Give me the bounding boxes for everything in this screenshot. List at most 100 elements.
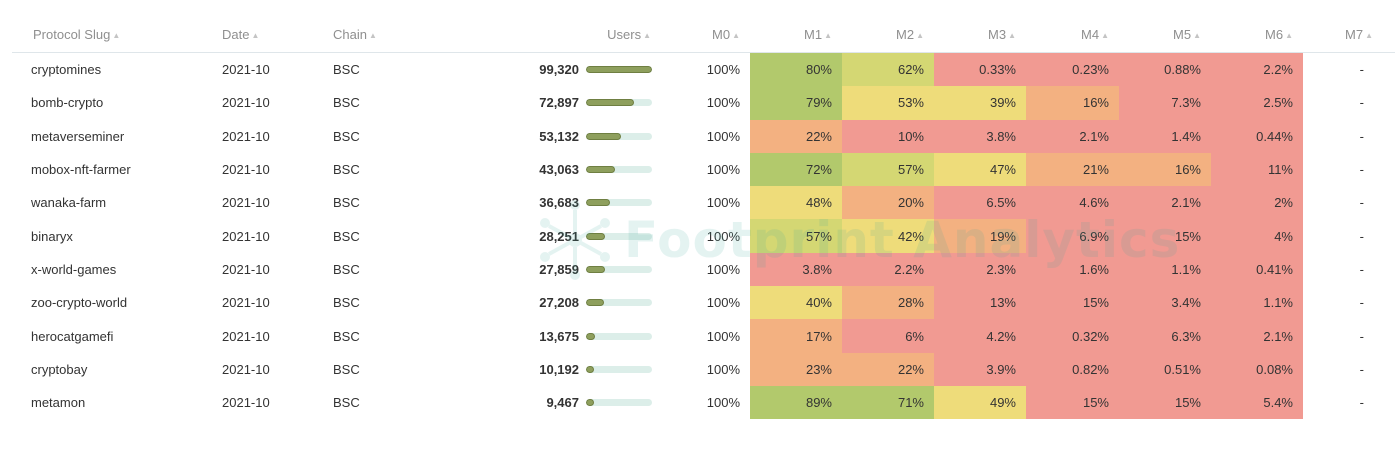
- users-bar: [586, 399, 652, 407]
- cell-m6: 2%: [1211, 186, 1303, 220]
- table-row[interactable]: x-world-games 2021-10 BSC 27,859 100% 3.8% 2.2…: [12, 252, 1395, 287]
- cell-m1: 22%: [750, 119, 842, 153]
- sort-arrow-icon: ▲: [916, 31, 924, 40]
- cell-m2: 22%: [842, 352, 934, 386]
- column-header-m1[interactable]: M1 ▲: [750, 17, 842, 53]
- column-header-m3[interactable]: M3 ▲: [934, 17, 1026, 53]
- cell-m3: 13%: [934, 286, 1026, 320]
- table-row[interactable]: herocatgamefi 2021-10 BSC 13,675 100% 17% 6% 4.…: [12, 319, 1395, 353]
- users-count: 72,897: [539, 95, 579, 111]
- cell-m6: 0.08%: [1211, 352, 1303, 386]
- cell-protocol-slug: wanaka-farm: [31, 195, 107, 211]
- table-row[interactable]: metamon 2021-10 BSC 9,467 100% 89% 71% 49% 15% 15…: [12, 385, 1395, 420]
- sort-arrow-icon: ▲: [732, 31, 740, 40]
- column-header-m0[interactable]: M0 ▲: [661, 17, 750, 53]
- cell-m1: 89%: [750, 385, 842, 420]
- cell-m1: 3.8%: [750, 252, 842, 287]
- table-row[interactable]: binaryx 2021-10 BSC 28,251 100% 57% 42% 19% 6.9%…: [12, 219, 1395, 253]
- cell-m4: 0.32%: [1026, 319, 1119, 353]
- cell-m4: 6.9%: [1026, 219, 1119, 253]
- cell-m7: -: [1359, 261, 1364, 277]
- cell-m6: 0.44%: [1211, 119, 1303, 153]
- users-count: 27,208: [539, 295, 579, 311]
- column-header-chain[interactable]: Chain ▲: [323, 17, 473, 53]
- cell-m1: 57%: [750, 219, 842, 253]
- column-header-label: M5: [1173, 27, 1192, 42]
- cell-m0: 100%: [706, 62, 740, 78]
- column-header-date[interactable]: Date ▲: [212, 17, 323, 53]
- users-count: 99,320: [539, 62, 579, 78]
- column-header-m2[interactable]: M2 ▲: [842, 17, 934, 53]
- cell-protocol-slug: zoo-crypto-world: [31, 295, 128, 311]
- cell-m3: 6.5%: [934, 186, 1026, 220]
- column-header-label: Protocol Slug: [33, 27, 111, 42]
- cell-protocol-slug: metamon: [31, 395, 86, 411]
- users-count: 43,063: [539, 162, 579, 178]
- cell-date: 2021-10: [222, 328, 270, 344]
- users-bar-fill: [586, 66, 652, 74]
- cell-m5: 16%: [1119, 152, 1211, 187]
- cell-m4: 1.6%: [1026, 252, 1119, 287]
- table-row[interactable]: cryptobay 2021-10 BSC 10,192 100% 23% 22% 3.9% 0…: [12, 352, 1395, 386]
- cell-m7: -: [1359, 128, 1364, 144]
- users-bar: [586, 332, 652, 340]
- users-count: 36,683: [539, 195, 579, 211]
- cell-m6: 5.4%: [1211, 385, 1303, 420]
- column-header-users[interactable]: Users ▲: [473, 17, 661, 53]
- users-bar: [586, 265, 652, 273]
- cell-users: 43,063: [473, 153, 661, 186]
- cell-chain: BSC: [333, 261, 360, 277]
- table-row[interactable]: zoo-crypto-world 2021-10 BSC 27,208 100% 40% 2…: [12, 286, 1395, 320]
- cell-m4: 15%: [1026, 385, 1119, 420]
- column-header-m6[interactable]: M6 ▲: [1211, 17, 1303, 53]
- cell-m0: 100%: [706, 128, 740, 144]
- table-row[interactable]: metaverseminer 2021-10 BSC 53,132 100% 22% 10%…: [12, 119, 1395, 153]
- cell-m6: 0.41%: [1211, 252, 1303, 287]
- cell-m3: 39%: [934, 86, 1026, 120]
- column-header-m7[interactable]: M7 ▲: [1303, 17, 1395, 53]
- cell-users: 27,208: [473, 286, 661, 319]
- sort-arrow-icon: ▲: [643, 31, 651, 40]
- sort-arrow-icon: ▲: [112, 31, 121, 40]
- cell-m0: 100%: [706, 228, 740, 244]
- cell-protocol-slug: herocatgamefi: [31, 328, 114, 344]
- table-row[interactable]: bomb-crypto 2021-10 BSC 72,897 100% 79% 53% 39%…: [12, 86, 1395, 120]
- cell-users: 99,320: [473, 53, 661, 87]
- cell-m7: -: [1359, 195, 1364, 211]
- cell-m6: 1.1%: [1211, 286, 1303, 320]
- cell-m5: 15%: [1119, 219, 1211, 253]
- cell-users: 72,897: [473, 86, 661, 119]
- users-bar-fill: [586, 265, 605, 273]
- table-body: cryptomines 2021-10 BSC 99,320 100% 80% 62% 0.3…: [12, 52, 1395, 420]
- cell-date: 2021-10: [222, 128, 270, 144]
- table-row[interactable]: mobox-nft-farmer 2021-10 BSC 43,063 100% 72% 5…: [12, 152, 1395, 187]
- cell-date: 2021-10: [222, 295, 270, 311]
- users-bar-fill: [586, 99, 634, 107]
- users-bar-fill: [586, 332, 595, 340]
- cell-m5: 2.1%: [1119, 186, 1211, 220]
- cell-chain: BSC: [333, 228, 360, 244]
- cell-m2: 28%: [842, 286, 934, 320]
- table-row[interactable]: wanaka-farm 2021-10 BSC 36,683 100% 48% 20% 6.5…: [12, 186, 1395, 220]
- sort-arrow-icon: ▲: [1101, 31, 1109, 40]
- column-header-label: M6: [1265, 27, 1284, 42]
- cell-m0: 100%: [706, 328, 740, 344]
- cell-m2: 57%: [842, 152, 934, 187]
- cell-m6: 2.1%: [1211, 319, 1303, 353]
- sort-arrow-icon: ▲: [368, 31, 377, 40]
- cell-users: 28,251: [473, 219, 661, 252]
- table-row[interactable]: cryptomines 2021-10 BSC 99,320 100% 80% 62% 0.3…: [12, 52, 1395, 87]
- column-header-protocol-slug[interactable]: Protocol Slug ▲: [12, 17, 212, 53]
- users-bar-fill: [586, 232, 605, 240]
- users-bar: [586, 99, 652, 107]
- sort-arrow-icon: ▲: [824, 31, 832, 40]
- cell-chain: BSC: [333, 361, 360, 377]
- users-bar-fill: [586, 166, 615, 174]
- cell-m0: 100%: [706, 261, 740, 277]
- cell-m1: 72%: [750, 152, 842, 187]
- cell-m4: 0.82%: [1026, 352, 1119, 386]
- cell-m0: 100%: [706, 95, 740, 111]
- column-header-m5[interactable]: M5 ▲: [1119, 17, 1211, 53]
- cell-m1: 80%: [750, 52, 842, 87]
- column-header-m4[interactable]: M4 ▲: [1026, 17, 1119, 53]
